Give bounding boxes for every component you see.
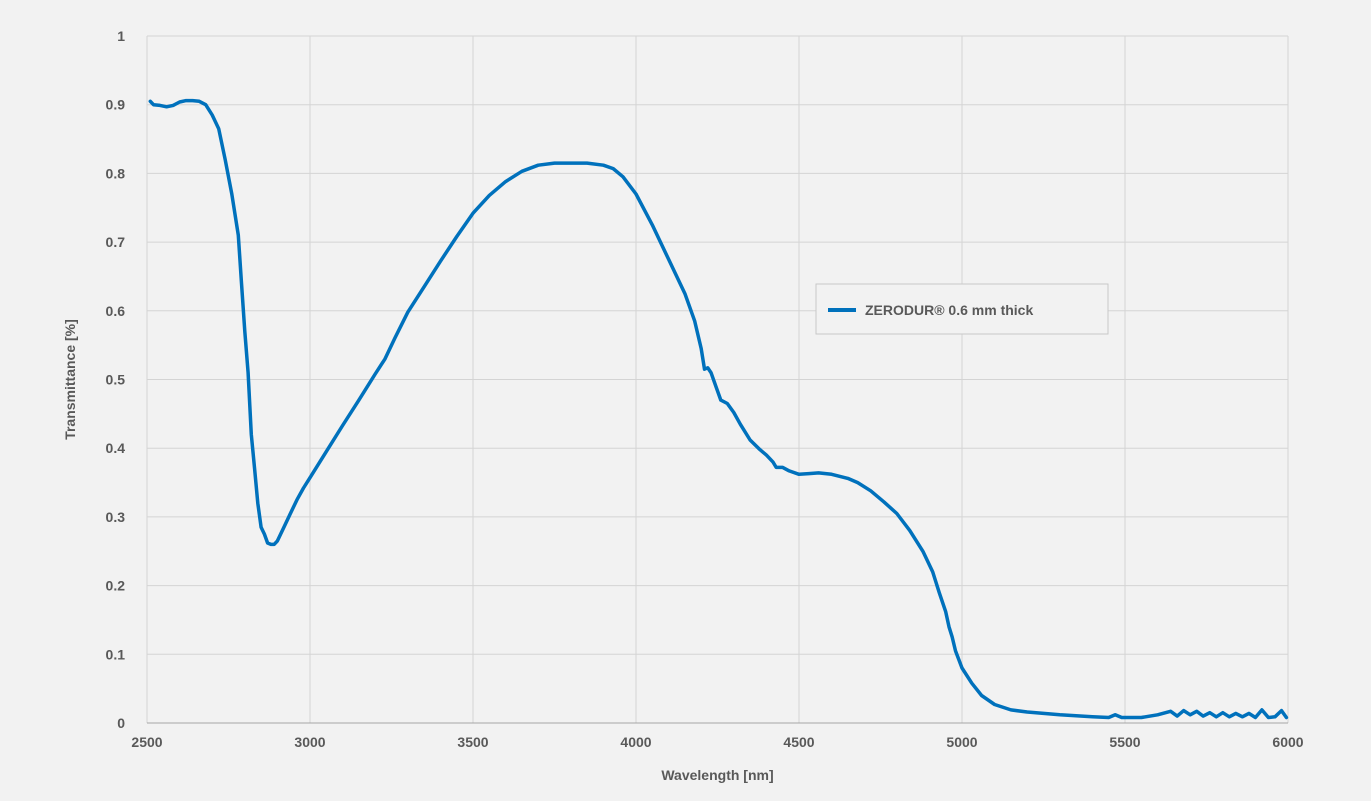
x-axis-ticks: 2500 3000 3500 4000 4500 5000 5500 6000 (131, 734, 1303, 750)
legend: ZERODUR® 0.6 mm thick (815, 283, 1109, 335)
x-tick-label: 4000 (620, 734, 651, 750)
x-tick-label: 5500 (1109, 734, 1140, 750)
x-tick-label: 3000 (294, 734, 325, 750)
grid (146, 35, 1289, 724)
y-tick-label: 0.2 (106, 578, 126, 594)
x-tick-label: 5000 (946, 734, 977, 750)
legend-box (815, 283, 1109, 335)
x-tick-label: 6000 (1272, 734, 1303, 750)
y-tick-label: 0.4 (106, 440, 126, 456)
y-tick-label: 1 (117, 28, 125, 44)
y-tick-label: 0 (117, 715, 125, 731)
x-tick-label: 4500 (783, 734, 814, 750)
y-axis-ticks: 0 0.1 0.2 0.3 0.4 0.5 0.6 0.7 0.8 0.9 1 (106, 28, 126, 731)
y-tick-label: 0.8 (106, 165, 126, 181)
legend-label: ZERODUR® 0.6 mm thick (865, 302, 1033, 318)
y-tick-label: 0.1 (106, 646, 126, 662)
y-tick-label: 0.7 (106, 234, 126, 250)
y-axis-title: Transmittance [%] (62, 319, 78, 440)
x-axis-title: Wavelength [nm] (661, 767, 773, 783)
series-line-0 (148, 98, 1289, 720)
y-tick-label: 0.3 (106, 509, 126, 525)
x-tick-label: 2500 (131, 734, 162, 750)
y-tick-label: 0.6 (106, 303, 126, 319)
y-tick-label: 0.9 (106, 97, 126, 113)
y-tick-label: 0.5 (106, 372, 126, 388)
series-layer (148, 98, 1289, 720)
x-tick-label: 3500 (457, 734, 488, 750)
